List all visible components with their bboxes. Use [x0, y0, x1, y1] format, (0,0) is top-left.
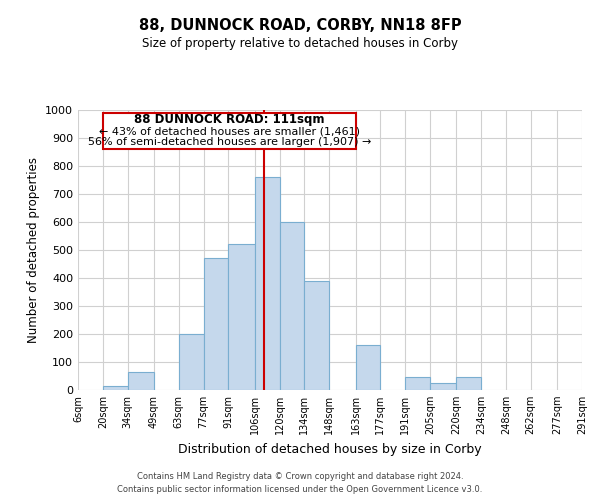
Text: 88, DUNNOCK ROAD, CORBY, NN18 8FP: 88, DUNNOCK ROAD, CORBY, NN18 8FP [139, 18, 461, 32]
Text: Contains public sector information licensed under the Open Government Licence v3: Contains public sector information licen… [118, 485, 482, 494]
Bar [229, 244, 255, 390]
Bar [280, 222, 304, 390]
Bar [356, 345, 380, 390]
Text: ← 43% of detached houses are smaller (1,461): ← 43% of detached houses are smaller (1,… [98, 126, 360, 136]
Bar [103, 386, 128, 390]
Bar [430, 383, 457, 390]
Bar [179, 334, 203, 390]
Bar [203, 258, 229, 390]
X-axis label: Distribution of detached houses by size in Corby: Distribution of detached houses by size … [178, 442, 482, 456]
Bar [304, 281, 329, 390]
Bar [255, 177, 280, 390]
FancyBboxPatch shape [103, 113, 356, 149]
Bar [405, 378, 430, 390]
Y-axis label: Number of detached properties: Number of detached properties [26, 157, 40, 343]
Bar [128, 372, 154, 390]
Text: Size of property relative to detached houses in Corby: Size of property relative to detached ho… [142, 38, 458, 51]
Text: Contains HM Land Registry data © Crown copyright and database right 2024.: Contains HM Land Registry data © Crown c… [137, 472, 463, 481]
Bar [457, 377, 481, 390]
Text: 88 DUNNOCK ROAD: 111sqm: 88 DUNNOCK ROAD: 111sqm [134, 114, 325, 126]
Text: 56% of semi-detached houses are larger (1,907) →: 56% of semi-detached houses are larger (… [88, 137, 371, 147]
